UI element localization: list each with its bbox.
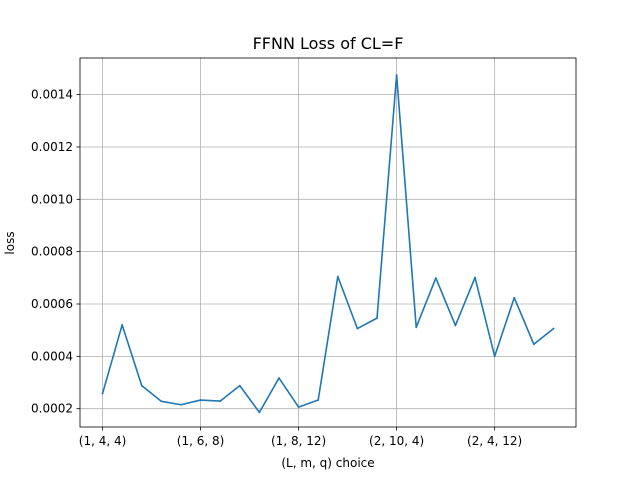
series-layer xyxy=(101,74,555,414)
data-point xyxy=(513,296,516,299)
data-point xyxy=(199,399,202,401)
y-tick-label: 0.0014 xyxy=(31,88,73,102)
data-point xyxy=(434,277,437,279)
data-point xyxy=(415,326,418,329)
plot-frame xyxy=(79,57,577,428)
y-tick-label: 0.0010 xyxy=(31,192,73,206)
y-tick-label: 0.0004 xyxy=(31,349,73,363)
y-tick-label: 0.0012 xyxy=(31,140,73,154)
data-point xyxy=(532,343,535,346)
data-point xyxy=(140,384,143,387)
x-tick-label: (1, 4, 4) xyxy=(79,434,127,448)
x-tick-label: (2, 10, 4) xyxy=(369,434,424,448)
y-tick-label: 0.0008 xyxy=(31,245,73,259)
data-point xyxy=(238,384,241,387)
data-point xyxy=(493,355,496,358)
data-point xyxy=(297,406,300,409)
x-axis-label: (L, m, q) choice xyxy=(281,456,374,470)
data-point xyxy=(258,411,261,414)
data-point xyxy=(121,324,124,326)
series-line xyxy=(101,74,555,414)
data-point xyxy=(180,403,182,406)
y-axis-label: loss xyxy=(3,231,17,254)
data-point xyxy=(474,276,476,279)
x-tick-label: (1, 6, 8) xyxy=(177,434,225,448)
data-point xyxy=(356,327,359,330)
data-point xyxy=(219,400,222,402)
data-point xyxy=(552,327,555,330)
data-point xyxy=(336,275,339,278)
y-tick-label: 0.0006 xyxy=(31,297,73,311)
x-tick-label: (1, 8, 12) xyxy=(271,434,326,448)
x-tick-label: (2, 4, 12) xyxy=(467,434,522,448)
y-tick-label: 0.0002 xyxy=(31,402,73,416)
data-point xyxy=(278,377,280,379)
chart-title: FFNN Loss of CL=F xyxy=(253,34,404,53)
data-point xyxy=(317,399,320,401)
data-point xyxy=(101,392,104,395)
grid xyxy=(80,58,576,427)
data-point xyxy=(160,400,163,403)
data-point xyxy=(395,74,398,76)
data-point xyxy=(454,324,457,327)
ticks: 0.0002 0.0004 0.0006 0.0008 0.0010 0.0012 0.00… xyxy=(31,88,522,448)
data-point xyxy=(376,317,378,320)
